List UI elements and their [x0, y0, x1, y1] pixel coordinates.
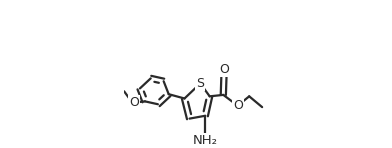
Text: S: S: [196, 77, 204, 90]
Text: NH₂: NH₂: [193, 134, 218, 147]
Text: O: O: [129, 96, 139, 109]
Text: O: O: [233, 99, 243, 112]
Text: O: O: [219, 63, 229, 76]
